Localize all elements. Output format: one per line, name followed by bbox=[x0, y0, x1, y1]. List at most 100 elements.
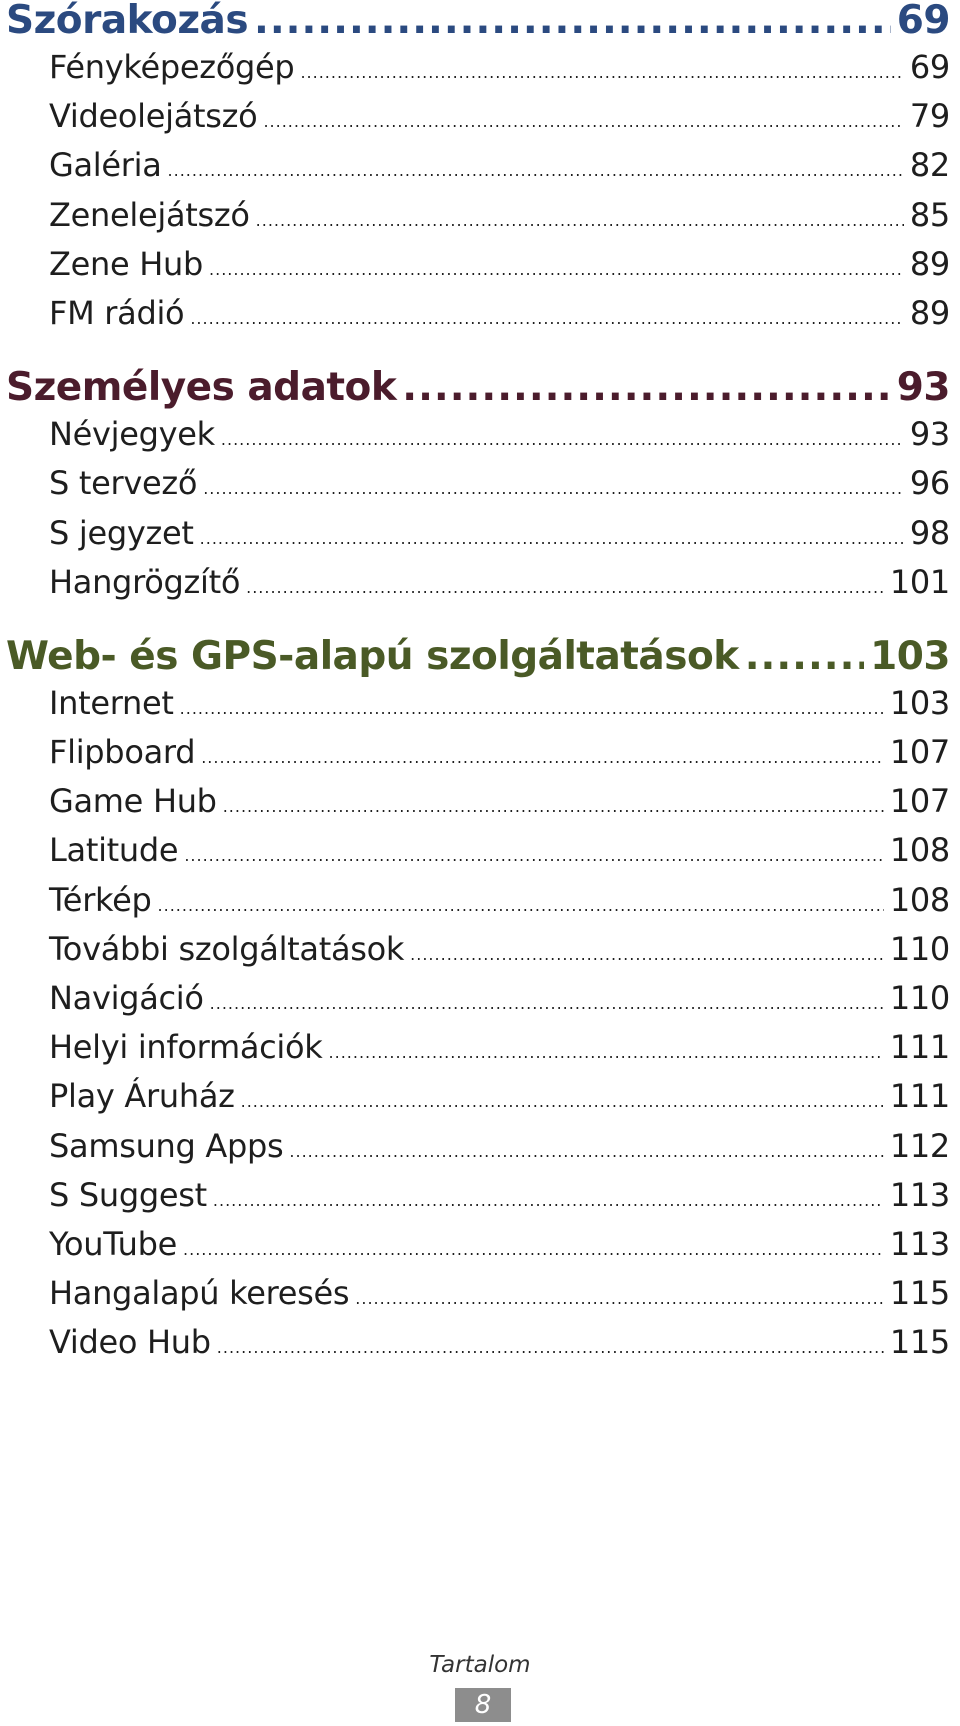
toc-item[interactable]: Fényképezőgép 69 bbox=[0, 48, 960, 97]
dot-leader bbox=[355, 1289, 884, 1308]
toc-item-label: FM rádió bbox=[49, 293, 185, 332]
toc-item-label: Internet bbox=[49, 683, 174, 722]
toc-section-web-gps: Web- és GPS-alapú szolgáltatások 103 Int… bbox=[0, 634, 960, 1373]
dot-leader bbox=[221, 430, 904, 449]
toc-item-label: YouTube bbox=[49, 1224, 178, 1263]
toc-item-label: Hangalapú keresés bbox=[49, 1274, 350, 1313]
toc-item[interactable]: Zene Hub 89 bbox=[0, 245, 960, 294]
dot-leader bbox=[263, 112, 903, 131]
toc-item[interactable]: Névjegyek 93 bbox=[0, 415, 960, 464]
toc-item[interactable]: YouTube 113 bbox=[0, 1225, 960, 1274]
toc-item[interactable]: Video Hub 115 bbox=[0, 1323, 960, 1372]
toc-item-label: Navigáció bbox=[49, 979, 204, 1017]
toc-item[interactable]: FM rádió 89 bbox=[0, 294, 960, 343]
toc-item-label: Game Hub bbox=[49, 782, 217, 821]
dot-leader bbox=[210, 994, 884, 1013]
dot-leader bbox=[200, 529, 904, 548]
toc-item-page: 115 bbox=[889, 1274, 950, 1313]
toc-section-szorakozas: Szórakozás 69 Fényképezőgép 69 Videolejá… bbox=[0, 0, 960, 343]
toc-item[interactable]: Flipboard 107 bbox=[0, 733, 960, 782]
toc-item[interactable]: Zenelejátszó 85 bbox=[0, 196, 960, 245]
dot-leader bbox=[203, 479, 904, 498]
toc-item[interactable]: Game Hub 107 bbox=[0, 782, 960, 831]
dot-leader bbox=[289, 1142, 883, 1161]
toc-item-page: 103 bbox=[889, 683, 950, 722]
toc-item-label: Fényképezőgép bbox=[49, 48, 295, 86]
toc-item[interactable]: Play Áruház 111 bbox=[0, 1077, 960, 1126]
toc-item-label: Flipboard bbox=[49, 733, 196, 772]
toc-item-label: Helyi információk bbox=[49, 1028, 323, 1067]
dot-leader bbox=[184, 846, 884, 865]
toc-item[interactable]: Galéria 82 bbox=[0, 146, 960, 195]
toc-item-page: 111 bbox=[889, 1028, 950, 1067]
toc-heading-page: 69 bbox=[896, 0, 951, 43]
toc-item-page: 69 bbox=[909, 48, 950, 86]
toc-heading-page: 93 bbox=[896, 365, 951, 411]
toc-item-label: Névjegyek bbox=[49, 415, 215, 454]
toc-item-label: S tervező bbox=[49, 464, 198, 503]
toc-heading-web-gps[interactable]: Web- és GPS-alapú szolgáltatások 103 bbox=[0, 634, 960, 688]
toc-item-page: 113 bbox=[889, 1224, 950, 1263]
toc-item-label: S Suggest bbox=[49, 1175, 207, 1214]
toc-item[interactable]: Latitude 108 bbox=[0, 831, 960, 880]
toc-item-label: Videolejátszó bbox=[49, 97, 258, 136]
toc-item[interactable]: S tervező 96 bbox=[0, 464, 960, 513]
toc-item[interactable]: Hangrögzítő 101 bbox=[0, 563, 960, 612]
dot-leader bbox=[329, 1043, 884, 1062]
toc-item-page: 108 bbox=[889, 880, 950, 919]
dot-leader bbox=[158, 896, 884, 915]
footer-section-label: Tartalom bbox=[429, 1652, 531, 1678]
toc-heading-szorakozas[interactable]: Szórakozás 69 bbox=[0, 0, 960, 52]
toc-item-page: 93 bbox=[909, 415, 950, 454]
footer-page-number: 8 bbox=[455, 1688, 511, 1722]
dot-leader bbox=[246, 578, 884, 597]
toc-item-page: 82 bbox=[909, 146, 950, 185]
toc-item-label: Galéria bbox=[49, 146, 162, 185]
dot-leader bbox=[168, 161, 904, 180]
toc-heading-title: Web- és GPS-alapú szolgáltatások bbox=[6, 633, 739, 679]
toc-item[interactable]: Helyi információk 111 bbox=[0, 1028, 960, 1077]
dot-leader bbox=[256, 211, 904, 230]
dot-leader bbox=[241, 1092, 884, 1111]
toc-item-page: 107 bbox=[889, 782, 950, 821]
toc-heading-szemelyes-adatok[interactable]: Személyes adatok 93 bbox=[0, 365, 960, 419]
toc-item[interactable]: Internet 103 bbox=[0, 684, 960, 733]
toc-item-label: Hangrögzítő bbox=[49, 562, 241, 601]
toc-item-label: Térkép bbox=[49, 880, 152, 919]
dot-leader bbox=[300, 63, 903, 82]
toc-item-page: 79 bbox=[909, 97, 950, 136]
toc-item-page: 89 bbox=[909, 244, 950, 283]
dot-leader bbox=[190, 309, 904, 328]
dot-leader bbox=[402, 365, 890, 410]
dot-leader bbox=[213, 1191, 884, 1210]
toc-item[interactable]: S jegyzet 98 bbox=[0, 514, 960, 563]
toc-item[interactable]: Térkép 108 bbox=[0, 881, 960, 930]
table-of-contents: Szórakozás 69 Fényképezőgép 69 Videolejá… bbox=[0, 0, 960, 1373]
toc-item-page: 110 bbox=[889, 979, 950, 1017]
toc-item[interactable]: Hangalapú keresés 115 bbox=[0, 1274, 960, 1323]
toc-item[interactable]: S Suggest 113 bbox=[0, 1176, 960, 1225]
toc-item-label: További szolgáltatások bbox=[49, 929, 405, 968]
dot-leader bbox=[745, 634, 864, 679]
dot-leader bbox=[223, 797, 884, 816]
toc-item-page: 101 bbox=[889, 562, 950, 601]
toc-item-page: 113 bbox=[889, 1175, 950, 1214]
toc-item-page: 111 bbox=[889, 1077, 950, 1116]
toc-item-page: 89 bbox=[909, 293, 950, 332]
toc-item[interactable]: Samsung Apps 112 bbox=[0, 1127, 960, 1176]
toc-item[interactable]: Navigáció 110 bbox=[0, 979, 960, 1028]
toc-item[interactable]: Videolejátszó 79 bbox=[0, 97, 960, 146]
dot-leader bbox=[209, 260, 904, 279]
toc-item-page: 115 bbox=[889, 1323, 950, 1362]
dot-leader bbox=[254, 0, 891, 43]
toc-item-label: Latitude bbox=[49, 831, 179, 870]
toc-item-page: 110 bbox=[889, 929, 950, 968]
toc-heading-title: Személyes adatok bbox=[6, 365, 397, 411]
toc-item-page: 112 bbox=[889, 1126, 950, 1165]
toc-item[interactable]: További szolgáltatások 110 bbox=[0, 930, 960, 979]
toc-item-label: S jegyzet bbox=[49, 513, 194, 552]
toc-item-label: Video Hub bbox=[49, 1323, 211, 1362]
toc-item-label: Zenelejátszó bbox=[49, 195, 250, 234]
toc-item-page: 96 bbox=[909, 464, 950, 503]
toc-item-label: Play Áruház bbox=[49, 1077, 235, 1116]
